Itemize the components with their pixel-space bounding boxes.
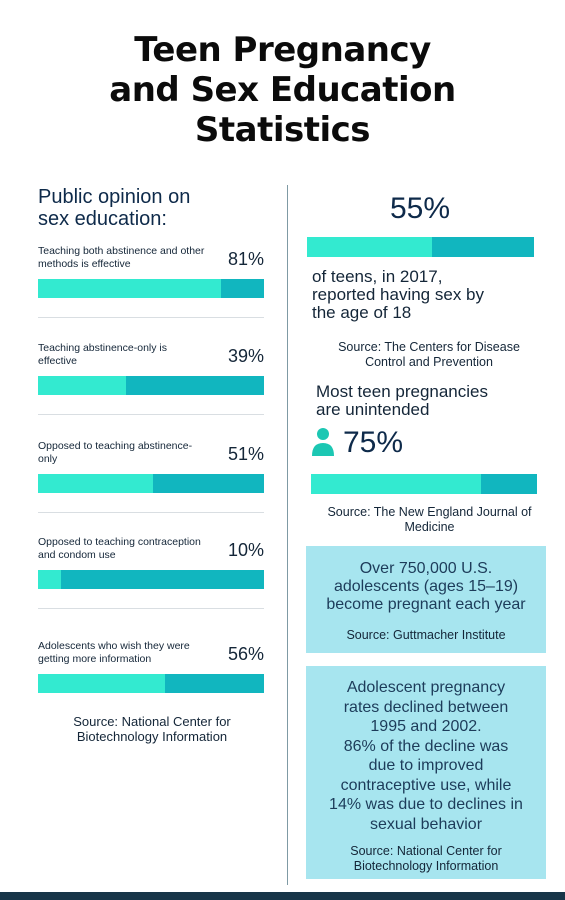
stat-percent: 39%: [227, 346, 264, 366]
text-line: due to improved: [368, 757, 484, 774]
text-line: become pregnant each year: [326, 596, 526, 613]
progress-fill: [38, 570, 61, 589]
text-line: Over 750,000 U.S.: [359, 560, 493, 577]
opinion-stat: Opposed to teaching abstinence-only 51%: [38, 440, 266, 540]
opinion-stat: Teaching abstinence-only is effective 39…: [38, 342, 266, 442]
opinion-stat: Opposed to teaching contraception and co…: [38, 536, 266, 636]
public-opinion-heading: Public opinion on sex education:: [38, 186, 268, 230]
unintended-heading: Most teen pregnancies are unintended: [316, 383, 544, 419]
page-title: Teen Pregnancy and Sex Education Statist…: [0, 30, 565, 150]
source-line: Medicine: [404, 520, 455, 534]
text-line: of teens, in 2017,: [312, 267, 443, 286]
text-line: sexual behavior: [369, 815, 483, 833]
text-line: rates declined between: [343, 698, 509, 716]
progress-bar: [38, 279, 264, 298]
progress-fill: [311, 474, 481, 494]
text-line: reported having sex by: [312, 285, 484, 304]
opinion-stat: Adolescents who wish they were getting m…: [38, 640, 266, 740]
text-line: contraceptive use, while: [340, 776, 512, 794]
text-line: are unintended: [316, 400, 430, 419]
unintended-percent: 75%: [343, 426, 404, 459]
stat-percent: 56%: [227, 644, 264, 664]
progress-fill: [38, 674, 165, 693]
box-text: Over 750,000 U.S. adolescents (ages 15–1…: [314, 560, 538, 614]
progress-bar: [307, 237, 534, 257]
stat-percent: 81%: [227, 249, 264, 269]
source-line: Source: The New England Journal of: [327, 505, 532, 519]
divider: [38, 608, 264, 609]
source-citation: Source: The Centers for Disease Control …: [320, 340, 538, 370]
column-divider: [287, 185, 288, 885]
progress-bar: [38, 570, 264, 589]
progress-bar: [38, 474, 264, 493]
text-line: 86% of the decline was: [343, 737, 509, 755]
text-line: the age of 18: [312, 303, 412, 322]
teens-sex-description: of teens, in 2017, reported having sex b…: [312, 268, 542, 322]
footer-bar: [0, 892, 565, 900]
box-text: Adolescent pregnancy rates declined betw…: [314, 678, 538, 834]
source-line: Biotechnology Information: [76, 729, 228, 744]
source-citation: Source: Guttmacher Institute: [346, 628, 506, 642]
source-line: Control and Prevention: [365, 355, 493, 369]
stat-percent: 51%: [227, 444, 264, 464]
heading-line: sex education:: [38, 208, 167, 230]
text-line: adolescents (ages 15–19): [333, 578, 519, 595]
progress-bar: [311, 474, 537, 494]
text-line: 1995 and 2002.: [370, 718, 482, 735]
heading-line: Public opinion on: [38, 186, 191, 208]
progress-fill: [38, 474, 154, 493]
teens-sex-percent: 55%: [389, 192, 451, 225]
stat-label: Adolescents who wish they were getting m…: [38, 640, 190, 665]
title-line: Statistics: [194, 110, 371, 150]
source-citation: Source: The New England Journal of Medic…: [312, 505, 547, 535]
title-line: and Sex Education: [109, 70, 456, 110]
text-line: Adolescent pregnancy: [346, 679, 506, 696]
progress-bar: [38, 674, 264, 693]
source-line: Source: The Centers for Disease: [338, 340, 520, 354]
text-line: Most teen pregnancies: [316, 382, 488, 401]
progress-fill: [38, 279, 222, 298]
stat-label: Teaching both abstinence and other metho…: [38, 245, 205, 270]
progress-fill: [38, 376, 127, 395]
stat-label: Opposed to teaching contraception and co…: [38, 536, 201, 561]
source-citation: Source: National Center for Biotechnolog…: [314, 844, 538, 874]
progress-fill: [307, 237, 432, 257]
person-icon: [312, 428, 334, 456]
progress-bar: [38, 376, 264, 395]
source-line: Source: National Center for: [73, 714, 231, 729]
divider: [38, 512, 264, 513]
source-citation: Source: National Center for Biotechnolog…: [38, 714, 266, 744]
stat-label: Teaching abstinence-only is effective: [38, 342, 167, 367]
stat-label: Opposed to teaching abstinence-only: [38, 440, 193, 465]
opinion-stat: Teaching both abstinence and other metho…: [38, 245, 266, 345]
divider: [38, 414, 264, 415]
title-line: Teen Pregnancy: [134, 30, 431, 70]
stat-percent: 10%: [227, 540, 264, 560]
pregnancy-decline-box: Adolescent pregnancy rates declined betw…: [306, 666, 546, 879]
divider: [38, 317, 264, 318]
adolescent-pregnancy-box: Over 750,000 U.S. adolescents (ages 15–1…: [306, 546, 546, 653]
text-line: 14% was due to declines in: [329, 796, 523, 813]
source-line: Source: National Center for: [350, 844, 502, 858]
source-line: Biotechnology Information: [353, 859, 499, 873]
